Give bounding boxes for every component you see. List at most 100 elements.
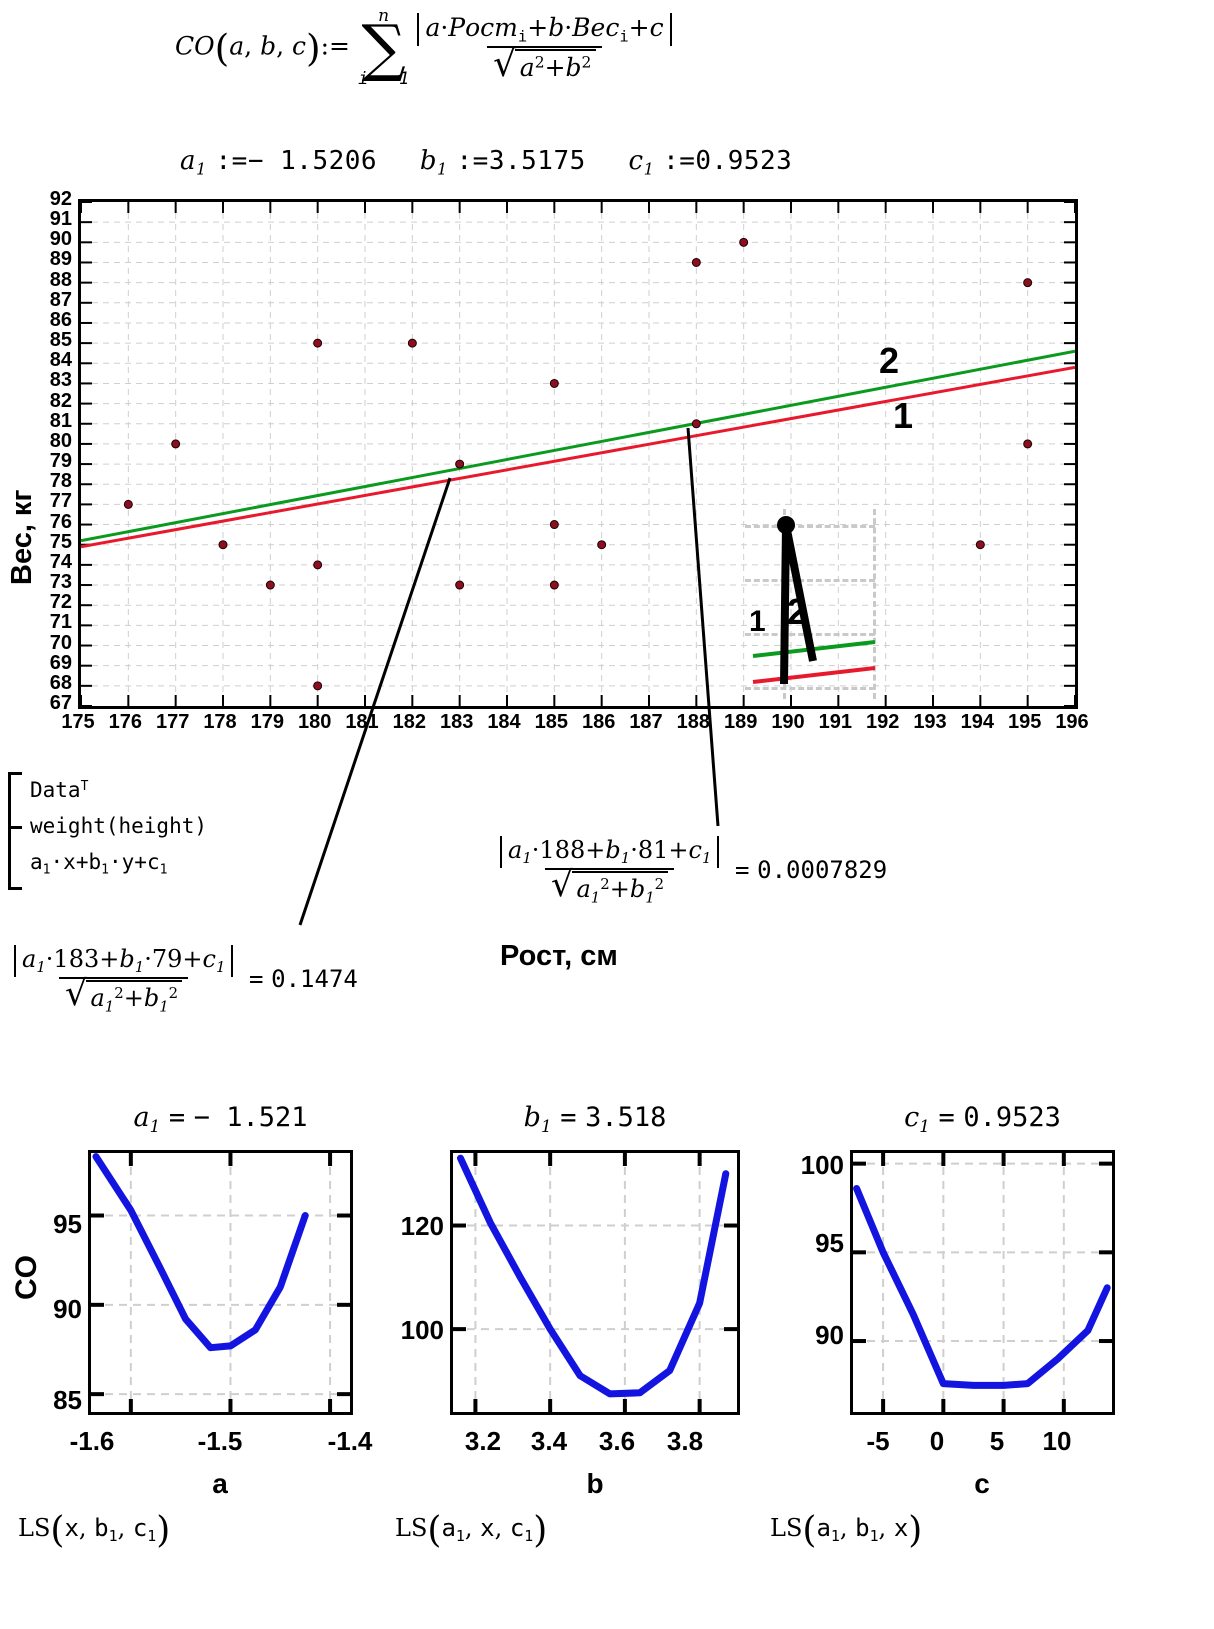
scatter-xtick-label: 184 [487,711,521,733]
sqrt-icon: √ a12+b12 [65,977,183,1016]
scatter-xtick-label: 183 [439,711,474,733]
legend-item-weight-height: weight(height) [30,814,208,839]
subplot-a-ytick-0: 95 [53,1209,82,1239]
scatter-xtick-label: 181 [345,711,379,733]
subplot-b-ytick-1: 100 [400,1315,444,1345]
scatter-xtick-label: 191 [818,711,853,733]
formula-numerator: a·Ростi+b·Весi+c [417,12,672,47]
subplot-a-xtick-1: -1.5 [197,1426,243,1456]
subplot-a: a1 = − 1.521 95 90 85 -1.6 -1.5 -1.4 a L… [18,1102,372,1551]
scatter-xtick-label: 176 [108,711,143,733]
scatter-xtick-label: 192 [865,711,900,733]
line-label-2: 2 [879,340,900,381]
subplot-a-ytick-1: 90 [53,1294,82,1324]
subplot-a-xtick-2: -1.4 [327,1426,373,1456]
scatter-ytick-label: 76 [49,510,72,533]
formula-fraction: a·Ростi+b·Весi+c √ a2+b2 [417,12,672,82]
formula-lhs-args: a, b, c [229,31,306,61]
formula-lhs: CO(a, b, c):= [175,25,350,70]
scatter-xtick-label: 185 [534,711,569,733]
scatter-ytick-label: 69 [49,651,72,674]
sqrt-icon: √ a12+b12 [551,868,669,907]
scatter-ytick-label: 92 [49,188,72,210]
brace-icon [8,772,27,890]
sigma-icon: ∑ [361,11,406,84]
summation-operator: n ∑ i = 1 [358,6,409,89]
distance-formula-point-183-79: a1·183+b1·79+c1 √ a12+b12 = 0.1474 [14,945,358,1016]
line-label-1: 1 [893,395,914,436]
subplot-c-svg [853,1153,1112,1412]
scatter-xtick-label: 189 [723,711,758,733]
sum-lower-limit: i = 1 [358,69,410,90]
scatter-xtick-label: 177 [155,711,190,733]
sum-upper-limit: n [378,6,390,26]
subplot-c-ytick-1: 95 [815,1228,844,1258]
subplot-b-frame [450,1150,740,1415]
scatter-ytick-label: 81 [49,409,72,432]
scatter-ytick-label: 86 [49,308,72,331]
subplot-c-xlabel: c [974,1468,990,1499]
scatter-xtick-label: 180 [297,711,332,733]
co-axis-label: CO [10,1255,43,1300]
subplot-a-ytick-2: 85 [53,1385,82,1415]
param-b: b1 :=3.5175 [419,146,586,179]
scatter-x-axis-label: Рост, см [500,940,618,972]
dist-top-result: 0.0007829 [757,855,888,884]
inset-label-1: 1 [749,605,766,638]
scatter-plot-area: 1 2 2 1 [78,199,1078,709]
scatter-xtick-label: 190 [771,711,805,733]
param-a: a1 :=− 1.5206 [180,146,378,179]
formula-lhs-name: CO [175,31,215,61]
scatter-ytick-label: 71 [49,611,72,634]
distance-formula-point-188-81: a1·188+b1·81+c1 √ a12+b12 = 0.0007829 [500,836,887,907]
param-c: c1 :=0.9523 [628,146,793,179]
subplot-b: b1 = 3.518 120 100 3.2 3.4 3.6 3.8 b LS(… [395,1102,740,1551]
subplot-b-ytick-0: 120 [400,1211,444,1241]
scatter-xtick-label: 195 [1007,711,1042,733]
subplot-c-xtick-2: 5 [989,1426,1005,1456]
dist-top-equals: = [735,855,750,884]
scatter-ytick-label: 90 [49,228,72,251]
scatter-xtick-label: 178 [203,711,237,733]
scatter-ytick-label: 72 [49,591,72,614]
scatter-chart: Вес, кг Рост, см 1 2 2 1 67 68 69 70 71 72 73 7… [0,188,1214,972]
legend-item-data: DataT [30,778,89,802]
legend-item-line-eq: a1·x+b1·y+c1 [30,850,168,878]
subplot-a-xlabel: a [212,1468,228,1499]
subplot-a-frame [88,1150,353,1415]
subplot-c-frame [850,1150,1115,1415]
objective-formula: CO(a, b, c):= n ∑ i = 1 a·Ростi+b·Весi+c… [175,6,672,89]
scatter-ytick-label: 77 [49,490,72,513]
scatter-xtick-label: 193 [913,711,947,733]
scatter-ytick-label: 73 [49,571,72,594]
subplot-c-ytick-0: 100 [800,1150,844,1180]
subplot-c-xtick-1: 0 [929,1426,945,1456]
subplot-c-title: c1 = 0.9523 [904,1102,1061,1136]
subplot-a-caption: LS(x, b1, c1) [18,1510,171,1551]
scatter-xtick-label: 179 [250,711,285,733]
scatter-xtick-label: 188 [676,711,711,733]
scatter-ytick-label: 91 [49,208,72,231]
inset-label-2: 2 [787,591,808,632]
inset-svg [752,516,875,685]
subplot-b-svg [453,1153,737,1412]
subplot-c-xtick-3: 10 [1042,1426,1072,1456]
subplot-b-xtick-0: 3.2 [464,1426,502,1456]
scatter-svg [81,202,1075,706]
subplot-b-xtick-2: 3.6 [598,1426,636,1456]
scatter-ytick-label: 80 [49,429,72,452]
parameter-values: a1 :=− 1.5206 b1 :=3.5175 c1 :=0.9523 [180,146,792,179]
scatter-xtick-label: 194 [960,711,995,733]
scatter-ytick-label: 67 [49,692,72,714]
scatter-ytick-label: 68 [49,671,72,694]
scatter-ytick-label: 87 [49,288,72,311]
subplot-b-caption: LS(a1, x, c1) [395,1510,548,1551]
sqrt-icon: √ a2+b2 [493,46,596,82]
scatter-xtick-label: 187 [629,711,663,733]
scatter-ytick-label: 74 [49,550,72,573]
scatter-xtick-label: 175 [61,711,95,733]
scatter-xtick-label: 182 [392,711,427,733]
subplot-a-svg [91,1153,350,1412]
scatter-ytick-label: 85 [49,329,72,352]
formula-assign: := [320,31,350,61]
